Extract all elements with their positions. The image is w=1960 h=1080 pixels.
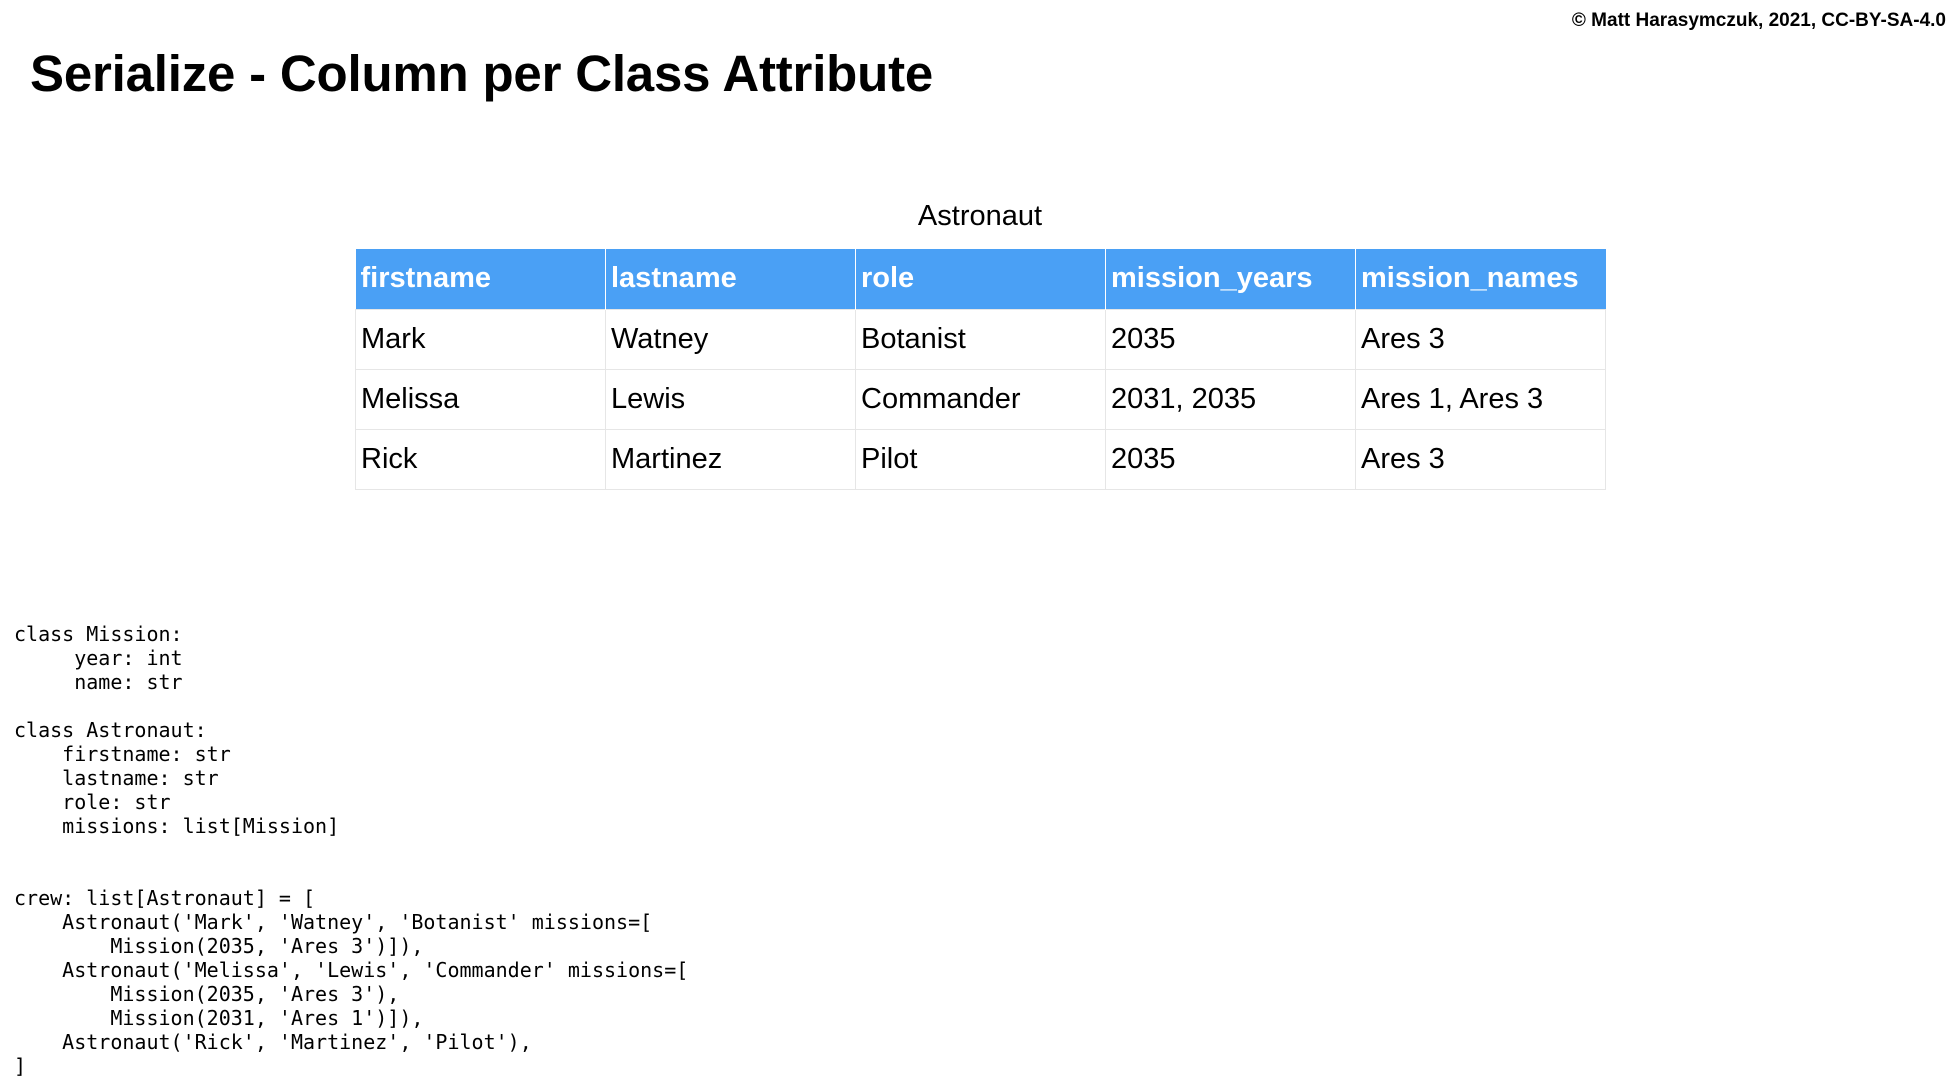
table-cell: Martinez xyxy=(605,428,856,490)
header-row: firstname lastname role mission_years mi… xyxy=(355,249,1606,309)
column-header-mission-names: mission_names xyxy=(1355,249,1606,309)
column-header-firstname: firstname xyxy=(355,249,606,309)
table-cell: Ares 1, Ares 3 xyxy=(1355,368,1606,430)
python-code-block: class Mission: year: int name: str class… xyxy=(14,622,689,1078)
table-cell: Ares 3 xyxy=(1355,308,1606,370)
table-body: Mark Watney Botanist 2035 Ares 3 Melissa… xyxy=(355,308,1606,490)
table-cell: Botanist xyxy=(855,308,1106,370)
table-header: firstname lastname role mission_years mi… xyxy=(355,249,1606,309)
table-cell: Ares 3 xyxy=(1355,428,1606,490)
table-row: Mark Watney Botanist 2035 Ares 3 xyxy=(355,308,1606,370)
copyright-notice: © Matt Harasymczuk, 2021, CC-BY-SA-4.0 xyxy=(1571,10,1946,31)
table-cell: Rick xyxy=(355,428,606,490)
table-row: Melissa Lewis Commander 2031, 2035 Ares … xyxy=(355,368,1606,430)
table-cell: Lewis xyxy=(605,368,856,430)
page-title: Serialize - Column per Class Attribute xyxy=(30,45,934,102)
table-row: Rick Martinez Pilot 2035 Ares 3 xyxy=(355,428,1606,490)
astronaut-table: firstname lastname role mission_years mi… xyxy=(355,249,1606,490)
table-cell: Melissa xyxy=(355,368,606,430)
table-cell: 2031, 2035 xyxy=(1105,368,1356,430)
table-caption: Astronaut xyxy=(917,200,1043,232)
column-header-lastname: lastname xyxy=(605,249,856,309)
table-cell: Mark xyxy=(355,308,606,370)
table-cell: 2035 xyxy=(1105,308,1356,370)
table-cell: Watney xyxy=(605,308,856,370)
column-header-mission-years: mission_years xyxy=(1105,249,1356,309)
table-cell: Pilot xyxy=(855,428,1106,490)
table-cell: Commander xyxy=(855,368,1106,430)
column-header-role: role xyxy=(855,249,1106,309)
table-cell: 2035 xyxy=(1105,428,1356,490)
